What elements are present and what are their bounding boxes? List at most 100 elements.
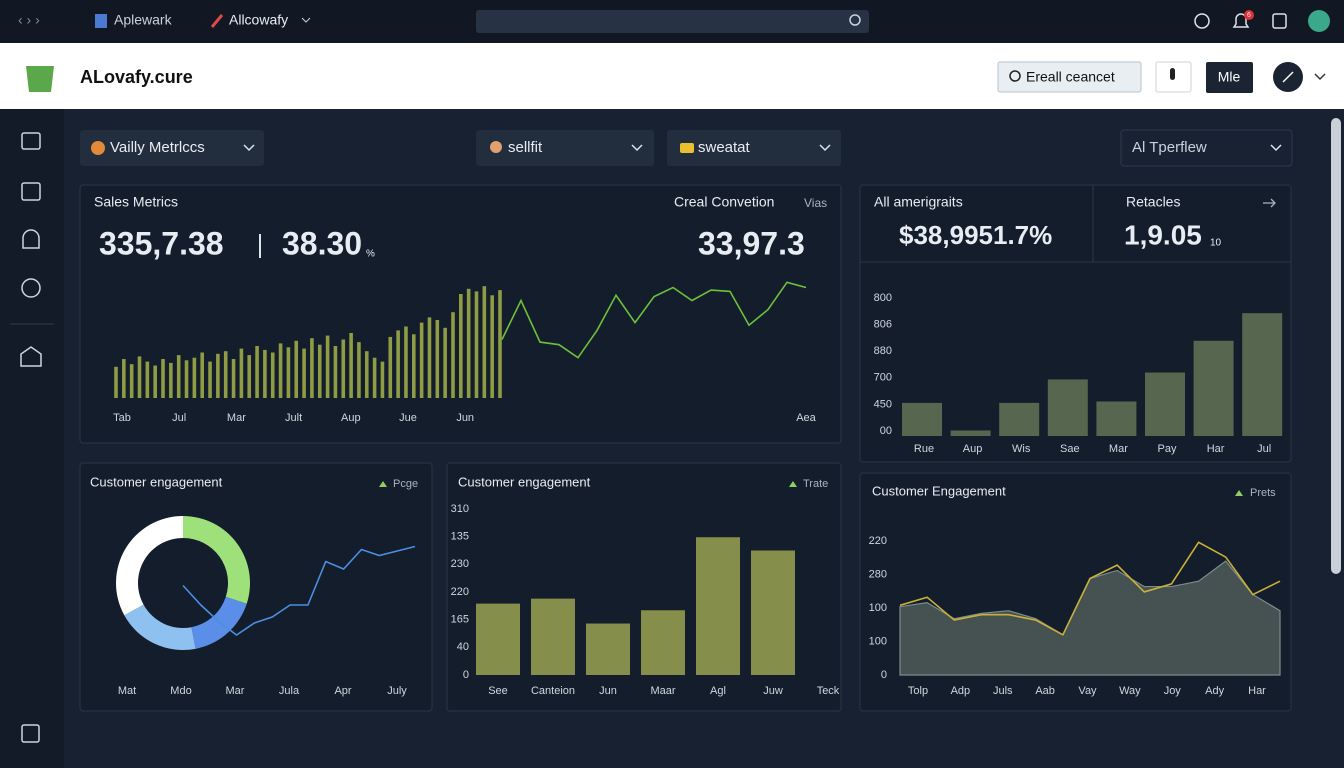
bar [443,327,447,398]
axis-label: Canteion [531,685,575,697]
axis-label: July [387,685,407,697]
bar [349,333,353,398]
trend-icon [789,481,797,487]
bar [586,623,630,675]
axis-label: Aup [963,443,983,455]
axis-label: Jult [285,412,302,424]
filter[interactable] [667,130,841,166]
bar [223,351,228,398]
search-bar[interactable] [476,10,869,33]
button[interactable] [1206,62,1253,93]
trend-icon [1235,490,1243,496]
axis-label: Adp [951,685,971,697]
nav-back[interactable]: ‹ › › [18,12,40,28]
axis-label: 806 [874,319,892,331]
filter-icon [91,141,105,155]
nav-icon[interactable] [20,346,42,367]
bar [153,365,157,398]
tab[interactable]: Aplewark [114,12,173,28]
bell-icon[interactable] [1232,13,1250,28]
axis-label: 165 [451,614,469,626]
bar [459,294,463,398]
panel-title: Customer Engagement [872,483,1006,498]
trend-line [182,545,416,636]
axis-label: Aab [1035,685,1055,697]
bar [466,288,471,398]
bar [341,339,346,398]
axis-label: Jun [599,685,617,697]
axis-label: Sae [1060,443,1080,455]
axis-label: 100 [869,602,887,614]
scrollbar[interactable] [1331,118,1341,574]
axis-label: Jul [1257,443,1271,455]
bar [278,343,283,398]
nav-icon[interactable] [21,278,41,298]
axis-label: Mar [1109,443,1128,455]
avatar[interactable] [1308,10,1330,32]
bar [333,346,338,398]
axis-label: Maar [650,685,675,697]
nav-icon[interactable] [21,182,41,201]
axis-label: 450 [874,398,892,410]
bar [317,344,322,398]
axis-label: 800 [874,292,892,304]
bar [176,355,181,398]
bar [531,598,575,675]
edit-icon [1282,71,1294,83]
kpi-unit: 10 [1210,238,1222,249]
axis-label: 880 [874,345,892,357]
panel-title: Sales Metrics [94,194,178,210]
panel-tag: Prets [1250,487,1276,499]
axis-label: 135 [451,531,469,543]
axis-label: Har [1248,685,1266,697]
chevron [819,144,831,152]
axis-label: Jue [399,412,417,424]
bar [1096,401,1137,436]
axis-label: 40 [457,641,469,653]
chevron [631,144,643,152]
axis-label: Har [1207,443,1225,455]
filter-icon [680,143,694,153]
icon[interactable] [1272,13,1287,29]
axis-label: 700 [874,372,892,384]
kpi: $38,9951.7% [899,220,1052,250]
axis-label: Pay [1158,443,1177,455]
panel-title: All amerigraits [874,194,963,210]
chevron [243,144,255,152]
search-button[interactable] [997,61,1142,93]
bar [404,326,408,398]
nav-icon[interactable] [22,229,40,249]
bar [490,295,494,398]
panel-link[interactable]: Vias [804,196,827,210]
tab[interactable]: Allcowafy [229,12,288,28]
bar [255,346,259,398]
donut-segment [124,604,196,650]
arrow[interactable] [1263,198,1276,208]
axis-label: 0 [881,669,887,681]
axis-label: Agl [710,685,726,697]
bar [498,290,502,398]
bar [122,359,126,398]
axis-label: 00 [880,425,892,437]
filter-label: sellfit [508,139,543,156]
bar [1193,340,1234,436]
filter[interactable] [80,130,264,166]
axis-label: Joy [1164,685,1182,697]
bar [396,330,400,398]
mic-icon [1170,68,1175,80]
bar [216,353,220,398]
axis-label: Rue [914,443,934,455]
filter[interactable] [476,130,654,166]
bar [751,550,795,675]
icon[interactable] [1194,13,1210,29]
bar [1145,372,1185,436]
search-icon [1009,70,1021,82]
nav-icon[interactable] [21,724,40,743]
axis-label: 230 [451,558,469,570]
bar [474,291,479,398]
axis-label: Jun [456,412,474,424]
filter[interactable] [1120,129,1293,167]
nav-icon[interactable] [21,132,41,150]
bar [411,334,416,398]
bar [419,322,424,398]
